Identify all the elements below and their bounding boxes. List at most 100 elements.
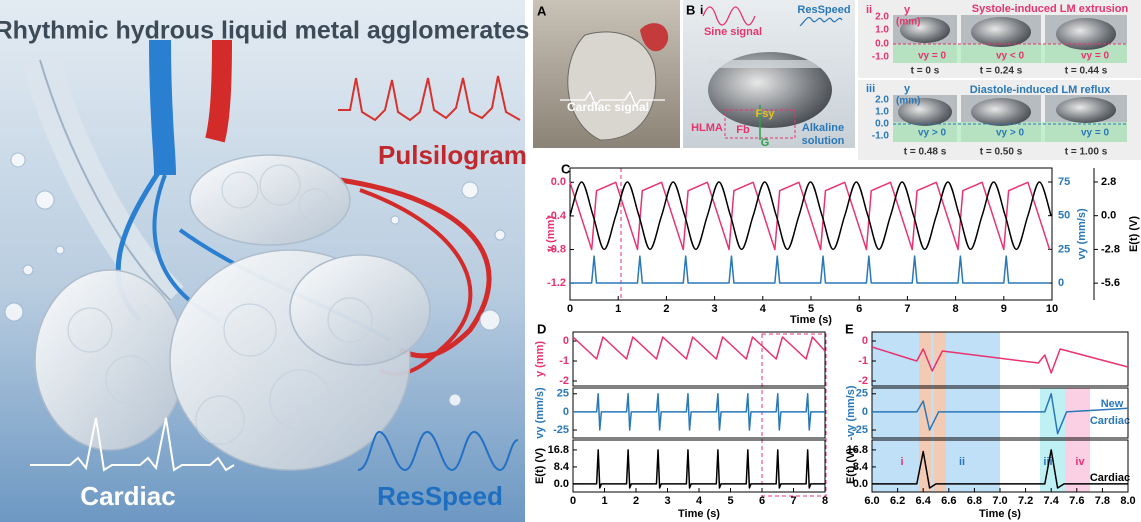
- velocity-label: vy = 0: [1081, 51, 1110, 62]
- x-tick-label: 5: [808, 303, 814, 315]
- line-series: [569, 181, 1052, 251]
- time-label: t = 1.00 s: [1065, 147, 1108, 158]
- y-tick-label: 0.0: [551, 176, 566, 188]
- x-tick-label: 2: [663, 303, 669, 315]
- x-tick-label: 7.4: [1044, 495, 1060, 507]
- x-tick-label: 7.6: [1069, 495, 1084, 507]
- x-tick-label: 6: [759, 495, 765, 507]
- velocity-label: vy = 0: [918, 51, 947, 62]
- phase-label: i: [900, 456, 903, 468]
- y-tick-label: 0: [1058, 277, 1064, 289]
- sine-label: Sine signal: [704, 26, 762, 38]
- zoom-box: [761, 333, 827, 497]
- y-tick-label: 25: [557, 388, 569, 400]
- tick-label: -1.0: [872, 52, 890, 63]
- plot-frame: [871, 387, 1129, 439]
- y-axis-label: E(t) (V): [534, 448, 546, 484]
- panel-letter: C: [561, 161, 571, 176]
- x-axis-label: Time (s): [790, 314, 832, 326]
- line-series: [573, 393, 825, 431]
- x-tick-label: 1: [615, 303, 621, 315]
- line-series: [872, 449, 1128, 489]
- y-tick-label: -25: [852, 424, 868, 436]
- pulsilogram-label: Pulsilogram: [378, 140, 527, 170]
- y-tick-label: -5.6: [1101, 277, 1120, 289]
- panel-iii: iii y (mm) 2.0 1.0 0.0 -1.0 Diastole-ind…: [858, 80, 1141, 160]
- y3-axis-label: E(t) (V): [1128, 216, 1140, 252]
- solution-label: solution: [802, 135, 845, 147]
- time-label: t = 0.50 s: [980, 147, 1023, 158]
- panel-sub: iii: [866, 83, 875, 95]
- x-tick-label: 7.8: [1095, 495, 1110, 507]
- panel-letter: A: [537, 3, 547, 18]
- y-tick-label: -0.8: [547, 243, 566, 255]
- y-tick-label: 0: [862, 335, 868, 347]
- y-tick-label: 0.0: [853, 478, 868, 490]
- axis-label: y: [904, 83, 911, 95]
- time-label: t = 0.48 s: [904, 147, 947, 158]
- y-tick-label: -1.2: [547, 277, 566, 289]
- x-tick-label: 3: [712, 303, 718, 315]
- panel-ii: ii y (mm) 2.0 1.0 0.0 -1.0 Systole-induc…: [858, 0, 1141, 78]
- x-tick-label: 3: [664, 495, 670, 507]
- panel-letter: E: [845, 321, 854, 336]
- tick-label: 2.0: [875, 12, 889, 23]
- line-series: [871, 346, 1129, 374]
- phase-label: ii: [959, 456, 965, 468]
- tick-label: 1.0: [875, 25, 889, 36]
- y-tick-label: 8.4: [853, 461, 869, 473]
- force-label: Fsy: [756, 108, 776, 120]
- y-tick-label: -0.4: [547, 210, 567, 222]
- x-tick-label: 6.8: [967, 495, 982, 507]
- x-tick-label: 8: [822, 495, 828, 507]
- velocity-label: vy > 0: [996, 128, 1025, 139]
- annotation: Cardiac: [1090, 472, 1130, 484]
- resspeed-label: ResSpeed: [377, 481, 503, 511]
- plot-frame: [871, 331, 1129, 387]
- resspeed-label: ResSpeed: [797, 4, 850, 16]
- panel-title: Diastole-induced LM reflux: [970, 84, 1111, 96]
- x-axis-label: Time (s): [678, 508, 720, 520]
- x-axis-label: Time (s): [979, 508, 1021, 520]
- x-tick-label: 4: [696, 495, 703, 507]
- y-tick-label: 0: [563, 406, 569, 418]
- y-tick-label: 2.8: [1101, 176, 1116, 188]
- y-tick-label: -25: [553, 424, 569, 436]
- x-tick-label: 5: [727, 495, 733, 507]
- time-label: t = 0 s: [911, 66, 940, 77]
- panel-title: Systole-induced LM extrusion: [972, 3, 1129, 15]
- y-tick-label: 8.4: [554, 461, 570, 473]
- gravity-label: G: [761, 137, 770, 149]
- x-tick-label: 10: [1046, 303, 1058, 315]
- tick-label: 0.0: [875, 39, 889, 50]
- tick-label: 0.0: [875, 119, 889, 130]
- y-tick-label: -2.8: [1101, 243, 1120, 255]
- plot-frame: [572, 331, 826, 387]
- line-series: [872, 393, 1129, 435]
- panel-b: B i Sine signal ResSpeed HLMA Fb Fsy G A…: [683, 0, 855, 149]
- x-tick-label: 7.2: [1018, 495, 1033, 507]
- cardiac-label: Cardiac: [80, 481, 175, 511]
- x-tick-label: 4: [760, 303, 767, 315]
- panel-letter: B: [686, 2, 695, 17]
- x-tick-label: 8.0: [1120, 495, 1135, 507]
- x-tick-label: 6.2: [890, 495, 905, 507]
- line-series: [569, 181, 1051, 251]
- x-tick-label: 7: [790, 495, 796, 507]
- annotation: Cardiac: [1090, 415, 1130, 427]
- y-axis-label: vy (mm/s): [534, 387, 546, 439]
- y-tick-label: 16.8: [548, 444, 569, 456]
- y-tick-label: -1: [858, 355, 868, 367]
- velocity-label: vy > 0: [918, 128, 947, 139]
- force-label: Fb: [736, 124, 750, 136]
- y-axis-label: y (mm): [545, 216, 557, 252]
- y-tick-label: -2: [858, 375, 868, 387]
- cardiac-signal-label: Cardiac signal: [567, 100, 649, 114]
- hlma-label: HLMA: [691, 122, 723, 134]
- axis-label: y: [904, 4, 911, 16]
- x-tick-label: 6.6: [941, 495, 956, 507]
- y-tick-label: -2: [559, 375, 569, 387]
- x-tick-label: 0: [567, 303, 573, 315]
- y-tick-label: 0.0: [1101, 210, 1116, 222]
